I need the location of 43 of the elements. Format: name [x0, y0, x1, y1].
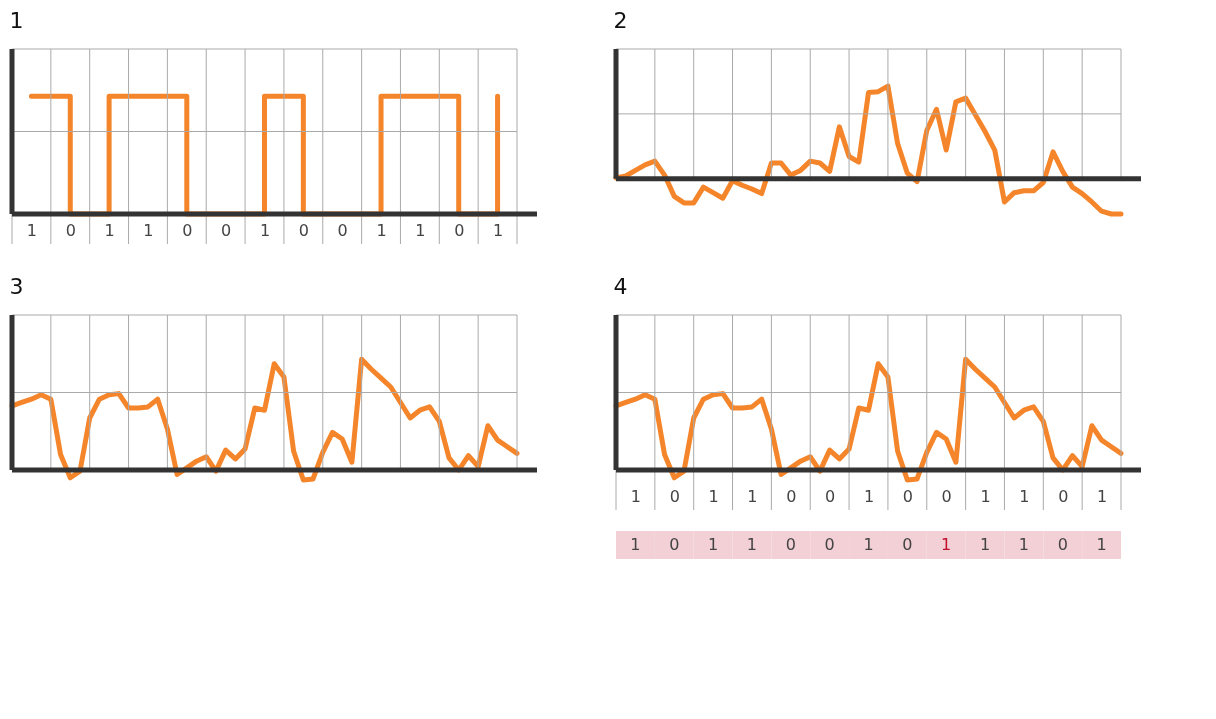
- x-tick-label: 0: [65, 220, 76, 240]
- x-tick-label: 1: [376, 220, 387, 240]
- x-tick-label: 1: [1096, 486, 1108, 506]
- x-tick-label: 0: [337, 220, 348, 240]
- x-tick-label: 0: [454, 220, 465, 240]
- chart-title: 4: [613, 273, 628, 299]
- x-tick-label: 1: [980, 486, 991, 506]
- x-tick-label: 0: [669, 486, 680, 506]
- x-tick-label: 0: [298, 220, 309, 240]
- x-tick-label: 1: [259, 220, 271, 240]
- text: 0: [902, 535, 913, 554]
- x-tick-label: 1: [143, 220, 154, 240]
- x-tick-label: 1: [1019, 486, 1030, 506]
- text: 1: [979, 535, 991, 554]
- text: 1: [746, 535, 758, 554]
- text: 0: [824, 535, 835, 554]
- text: 0: [1057, 535, 1068, 554]
- text: 1: [941, 535, 952, 554]
- x-tick-label: 0: [941, 486, 952, 506]
- x-tick-label: 0: [1058, 486, 1069, 506]
- x-tick-label: 0: [786, 486, 797, 506]
- x-tick-label: 0: [221, 220, 232, 240]
- x-tick-label: 1: [26, 220, 38, 240]
- x-tick-label: 0: [182, 220, 193, 240]
- x-tick-label: 1: [492, 220, 504, 240]
- x-tick-label: 1: [708, 486, 719, 506]
- text: 1: [630, 535, 641, 554]
- x-tick-label: 1: [630, 486, 642, 506]
- x-tick-label: 0: [902, 486, 913, 506]
- chart-title: 1: [9, 7, 24, 33]
- text: 1: [708, 535, 719, 554]
- x-tick-label: 1: [863, 486, 875, 506]
- text: 1: [1096, 535, 1107, 554]
- x-tick-label: 0: [825, 486, 836, 506]
- chart-title: 3: [9, 273, 24, 299]
- text: 0: [785, 535, 796, 554]
- x-tick-label: 1: [104, 220, 115, 240]
- text: 0: [669, 535, 680, 554]
- chart-title: 2: [613, 7, 628, 33]
- text: 1: [863, 535, 874, 554]
- x-tick-label: 1: [415, 220, 426, 240]
- text: 1: [1018, 535, 1029, 554]
- x-tick-label: 1: [747, 486, 758, 506]
